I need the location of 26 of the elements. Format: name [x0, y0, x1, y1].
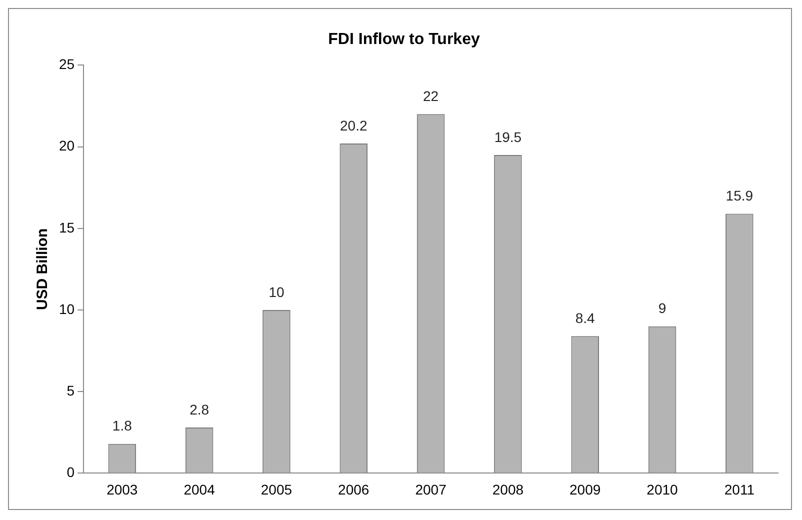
data-label: 8.4 — [575, 310, 596, 326]
y-tick-label: 10 — [58, 300, 75, 317]
x-tick-label: 2011 — [724, 481, 755, 498]
data-label: 15.9 — [726, 188, 754, 204]
x-tick-label: 2007 — [415, 481, 447, 498]
y-tick-label: 0 — [66, 464, 75, 480]
data-label: 9 — [658, 300, 666, 316]
data-label: 10 — [268, 284, 284, 300]
x-tick-label: 2005 — [260, 481, 292, 498]
y-tick-label: 5 — [66, 382, 75, 398]
x-tick-label: 2004 — [184, 481, 216, 498]
data-label: 19.5 — [494, 128, 522, 145]
data-label: 2.8 — [190, 401, 210, 418]
y-axis-title: USD Billion — [34, 228, 52, 310]
data-label: 22 — [422, 88, 439, 104]
x-tick-label: 2010 — [646, 481, 678, 498]
y-tick-label: 15 — [58, 219, 75, 236]
y-tick-label: 25 — [58, 56, 75, 72]
data-label: 1.8 — [112, 418, 132, 434]
chart-title: FDI Inflow to Turkey — [328, 31, 480, 48]
x-tick-label: 2003 — [106, 481, 138, 498]
x-tick-label: 2009 — [570, 481, 601, 498]
x-tick-label: 2006 — [338, 481, 370, 498]
data-label: 20.2 — [340, 117, 368, 134]
x-tick-label: 2008 — [492, 481, 524, 498]
y-tick-label: 20 — [58, 138, 75, 154]
